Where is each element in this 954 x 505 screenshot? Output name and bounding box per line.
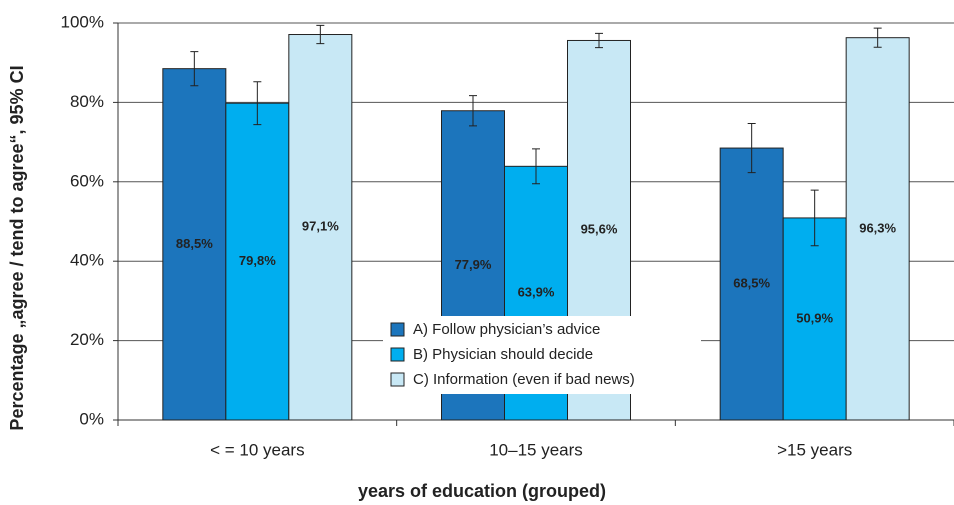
legend-box: [383, 316, 701, 394]
data-label: 88,5%: [176, 236, 213, 251]
error-bar: [532, 148, 540, 185]
x-tick-label: < = 10 years: [210, 440, 305, 459]
y-tick-label: 100%: [61, 12, 104, 31]
legend-swatch: [390, 347, 405, 362]
data-label: 79,8%: [239, 253, 276, 268]
legend-label: B) Physician should decide: [413, 346, 593, 363]
error-bar: [253, 81, 262, 126]
bar: [288, 34, 353, 421]
error-bar: [469, 95, 477, 127]
bar: [162, 68, 227, 421]
x-tick-label: 10–15 years: [489, 440, 583, 459]
y-tick-label: 60%: [70, 171, 104, 190]
data-label: 50,9%: [796, 310, 833, 325]
data-label: 95,6%: [581, 222, 618, 237]
y-tick-label: 0%: [79, 409, 104, 428]
legend-swatch: [390, 372, 405, 387]
y-axis-label: Percentage „agree / tend to agree“, 95% …: [7, 65, 27, 430]
error-bar: [810, 189, 819, 247]
bar: [719, 147, 784, 421]
data-label: 96,3%: [859, 220, 896, 235]
legend-label: A) Follow physician’s advice: [413, 321, 600, 338]
x-tick-label: >15 years: [777, 440, 852, 459]
error-bar: [873, 27, 882, 48]
error-bar: [747, 122, 756, 174]
data-label: 77,9%: [455, 257, 492, 272]
error-bar: [595, 32, 603, 49]
y-tick-label: 80%: [70, 92, 104, 111]
error-bar: [316, 24, 325, 45]
data-label: 68,5%: [733, 275, 770, 290]
legend-swatch: [390, 322, 405, 337]
data-label: 63,9%: [518, 285, 555, 300]
x-axis-label: years of education (grouped): [358, 481, 606, 501]
error-bar: [190, 51, 199, 87]
bar: [225, 102, 290, 421]
bar: [845, 37, 910, 421]
data-label: 97,1%: [302, 219, 339, 234]
legend-label: C) Information (even if bad news): [413, 371, 635, 388]
bar: [782, 217, 847, 421]
y-tick-label: 40%: [70, 251, 104, 270]
y-tick-label: 20%: [70, 330, 104, 349]
